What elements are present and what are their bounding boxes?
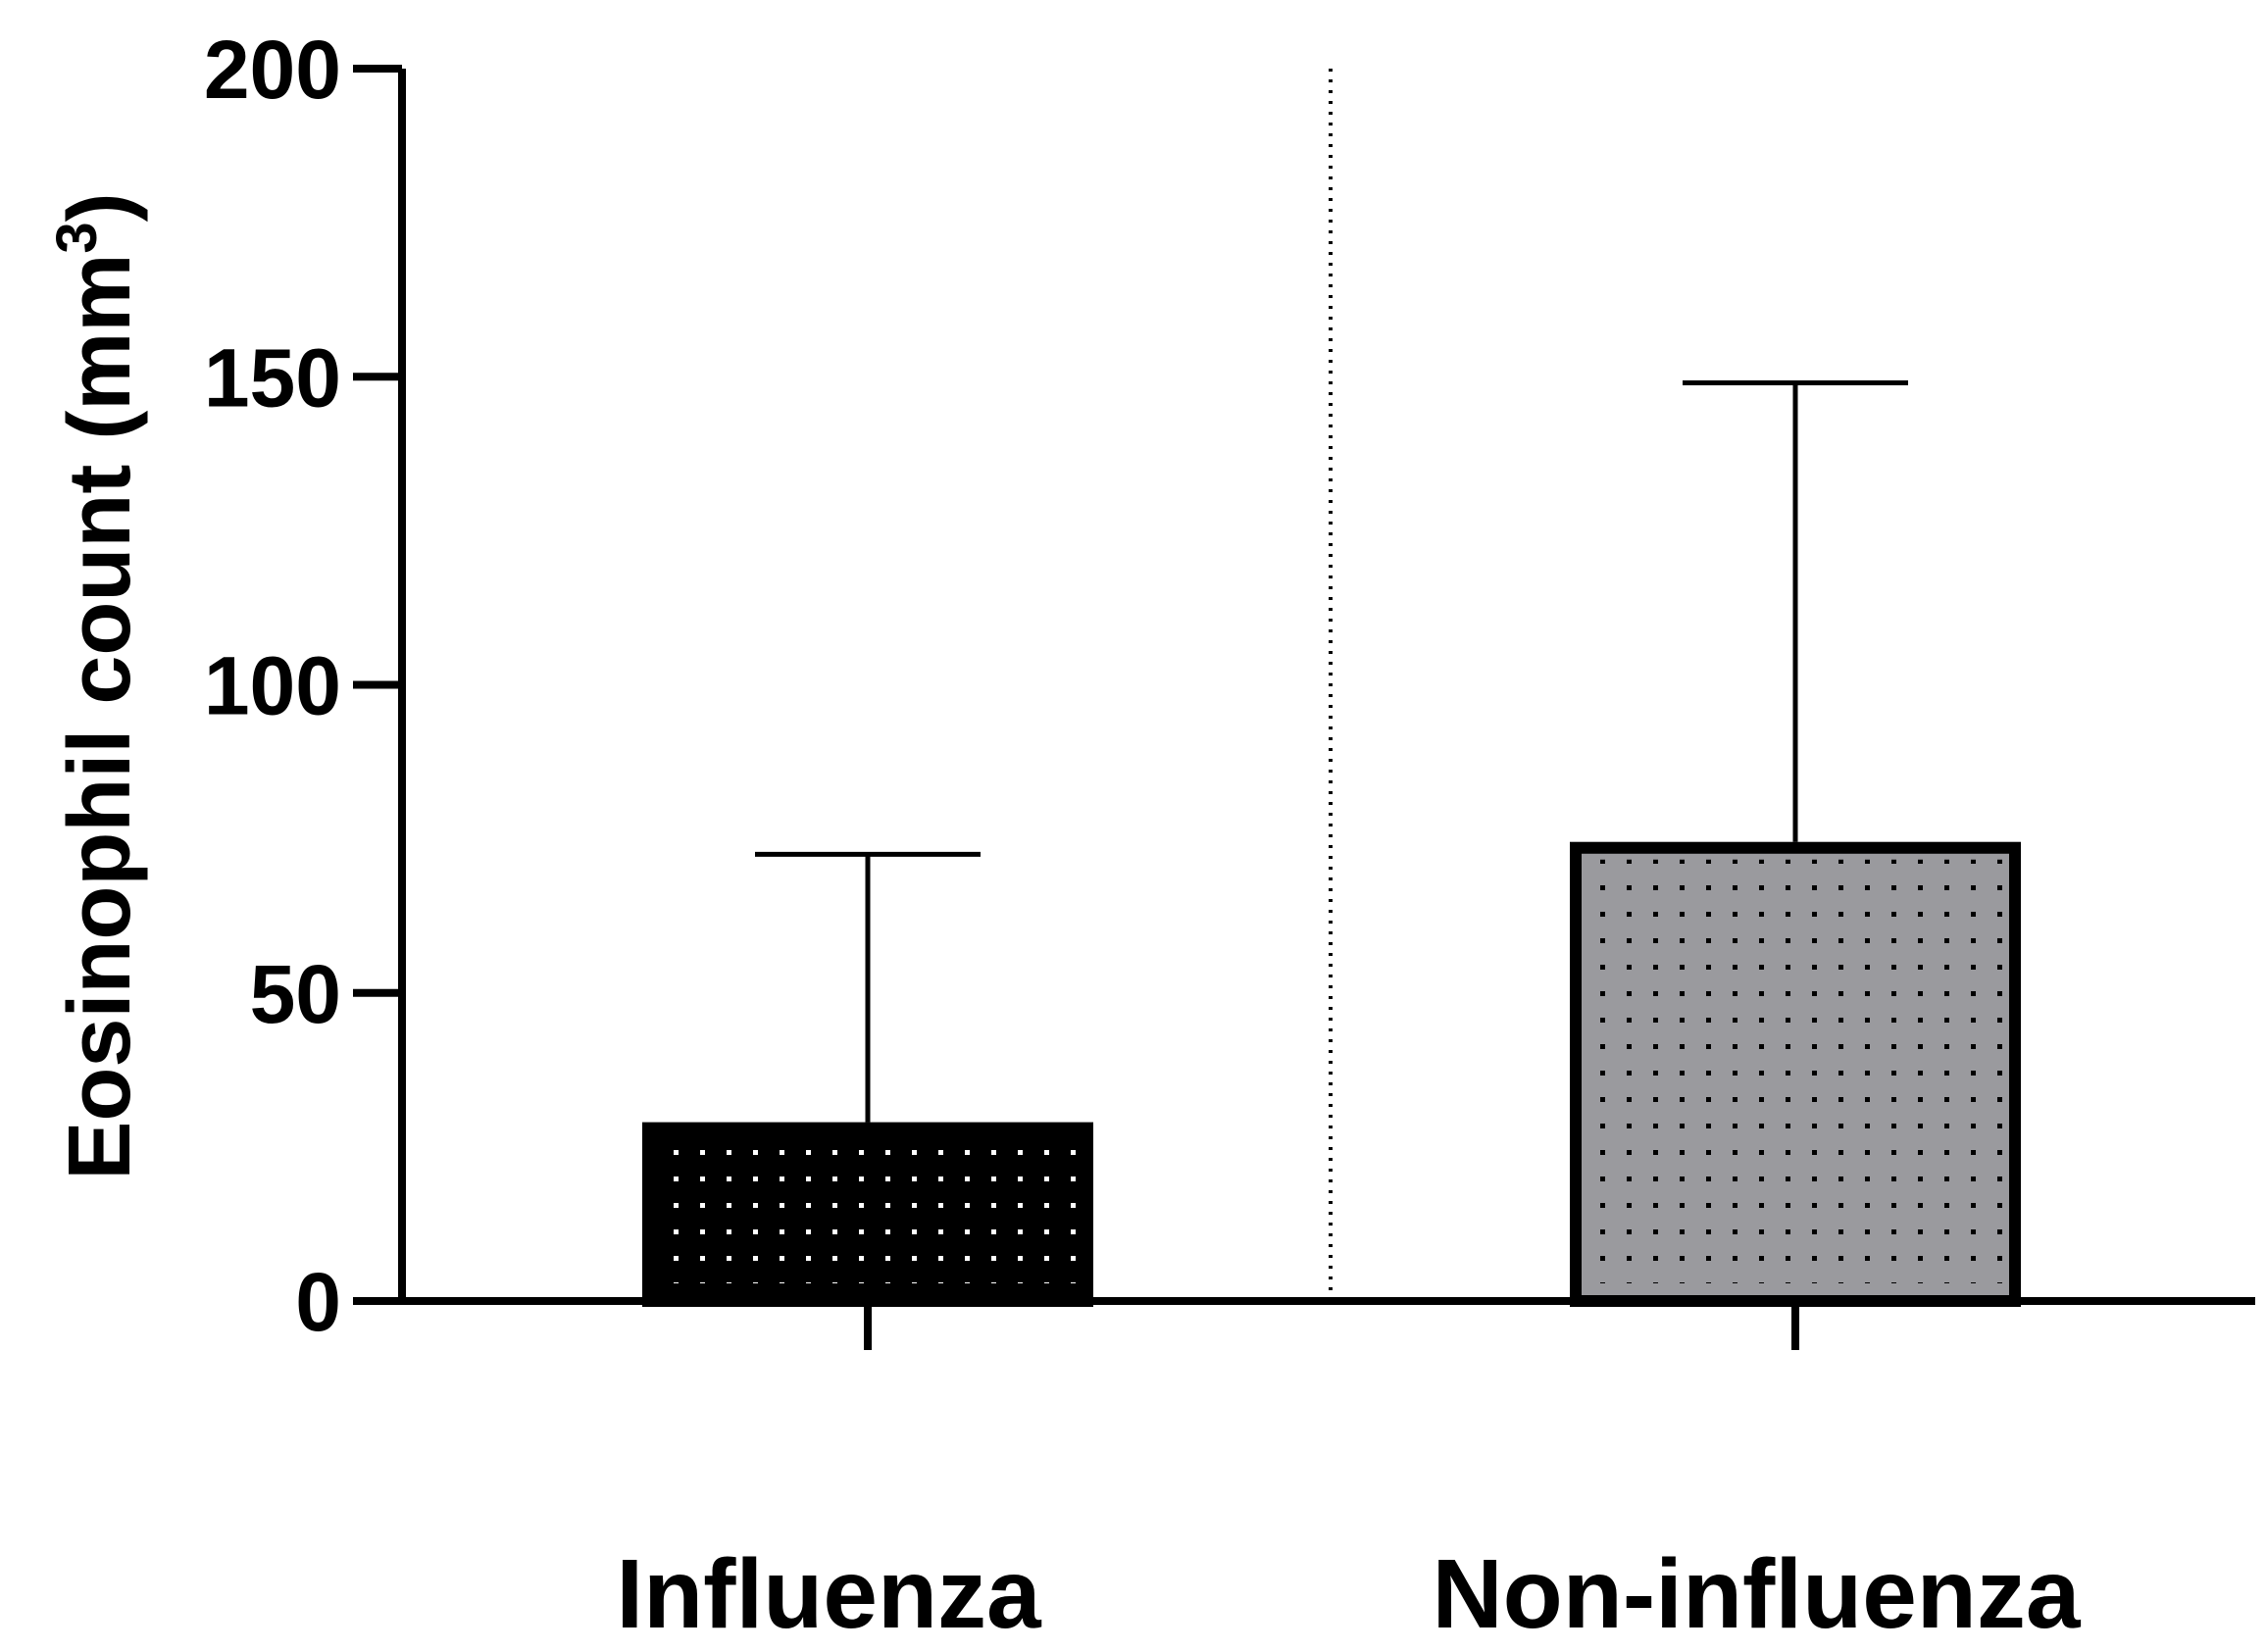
y-axis-title-superscript: 3 (45, 222, 109, 253)
y-tick-label: 200 (204, 24, 341, 116)
x-category-label: Influenza (616, 1539, 1042, 1649)
y-tick-label: 50 (250, 948, 341, 1040)
y-axis-ticks: 0 50 100 150 200 (204, 24, 402, 1348)
bar-dot-pattern (1587, 859, 2003, 1283)
bar-dot-pattern (660, 1139, 1076, 1283)
y-axis-title-text: Eosinophil count (mm (51, 254, 149, 1180)
error-bars-group (755, 380, 1908, 1123)
bar-non-influenza (1570, 841, 2021, 1308)
y-tick-label: 100 (204, 640, 341, 732)
x-axis-ticks: Influenza Non-influenza (616, 1301, 2082, 1649)
y-axis-title-suffix: ) (51, 192, 149, 222)
bar-influenza (642, 1122, 1093, 1307)
x-category-label: Non-influenza (1432, 1539, 2081, 1649)
y-tick-label: 150 (204, 331, 341, 424)
y-tick-label: 0 (295, 1256, 341, 1348)
y-axis-title: Eosinophil count (mm3) (45, 192, 149, 1179)
bars-group (642, 841, 2021, 1308)
